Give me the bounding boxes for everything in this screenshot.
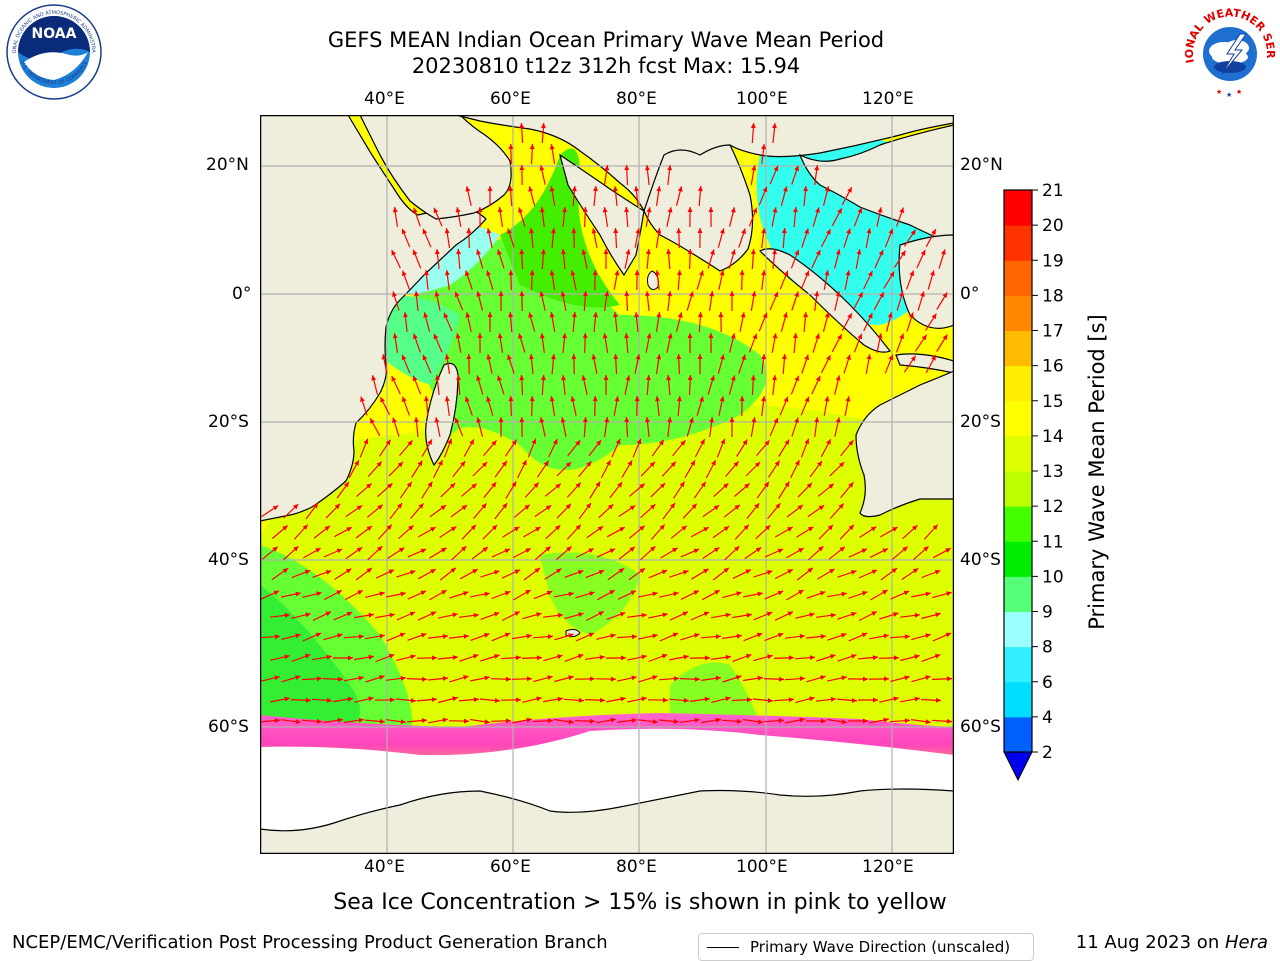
noaa-logo-text: NOAA	[32, 26, 77, 42]
legend-line-swatch	[707, 947, 739, 948]
footer-credit: NCEP/EMC/Verification Post Processing Pr…	[12, 932, 608, 953]
colorbar-tick-label: 10	[1042, 567, 1064, 587]
sea-ice-note: Sea Ice Concentration > 15% is shown in …	[0, 890, 1280, 915]
colorbar-segment	[1004, 576, 1032, 612]
svg-text:★: ★	[1226, 91, 1232, 99]
noaa-logo: NOAA NATIONAL OCEANIC AND ATMOSPHERIC AD…	[4, 4, 104, 100]
map-canvas	[260, 115, 954, 854]
colorbar-segment	[1004, 471, 1032, 507]
plot-title: GEFS MEAN Indian Ocean Primary Wave Mean…	[0, 28, 1212, 52]
lat-label-right-0: 0°	[960, 284, 979, 304]
footer-date: 11 Aug 2023 on Hera	[1076, 932, 1268, 953]
colorbar-segment	[1004, 612, 1032, 648]
lat-label-right-20n: 20°N	[960, 155, 1003, 175]
svg-text:★: ★	[1216, 88, 1222, 96]
footer-host: Hera	[1225, 932, 1268, 953]
lon-label-bottom-60e: 60°E	[490, 857, 531, 877]
colorbar-segment	[1004, 331, 1032, 367]
lon-label-top-100e: 100°E	[736, 89, 788, 109]
colorbar-segment	[1004, 366, 1032, 402]
colorbar-segment	[1004, 225, 1032, 261]
colorbar-extend-arrow	[1004, 752, 1032, 780]
colorbar-tick-label: 17	[1042, 322, 1064, 342]
colorbar-segment	[1004, 436, 1032, 472]
legend-label: Primary Wave Direction (unscaled)	[750, 938, 1010, 956]
footer-date-text: 11 Aug 2023 on	[1076, 932, 1225, 953]
colorbar-label: Primary Wave Mean Period [s]	[1085, 314, 1109, 630]
colorbar-segment	[1004, 260, 1032, 296]
lat-label-left-20s: 20°S	[208, 412, 249, 432]
colorbar-tick-label: 19	[1042, 251, 1064, 271]
lon-label-top-60e: 60°E	[490, 89, 531, 109]
lat-label-left-20n: 20°N	[206, 155, 249, 175]
map-panel: Primary Wave Direction (unscaled)	[260, 115, 954, 854]
colorbar-segment	[1004, 717, 1032, 753]
colorbar-tick-label: 14	[1042, 427, 1064, 447]
colorbar-tick-label: 20	[1042, 216, 1064, 236]
colorbar-tick-label: 21	[1042, 181, 1064, 201]
colorbar-tick-label: 9	[1042, 603, 1053, 623]
colorbar-segment	[1004, 682, 1032, 718]
colorbar-tick-label: 15	[1042, 392, 1064, 412]
nws-logo: NATIONAL WEATHER SERVICE ★ ★ ★	[1180, 4, 1280, 100]
lat-label-left-40s: 40°S	[208, 550, 249, 570]
colorbar: 2 4 6 8 9 10 11 12 13 14 15 16 17 18 19 20 21	[990, 180, 1090, 790]
colorbar-tick-label: 6	[1042, 673, 1053, 693]
colorbar-segment	[1004, 295, 1032, 331]
colorbar-tick-label: 2	[1042, 743, 1053, 763]
colorbar-segment	[1004, 506, 1032, 542]
lon-label-bottom-80e: 80°E	[616, 857, 657, 877]
colorbar-tick-label: 16	[1042, 357, 1064, 377]
lon-label-bottom-100e: 100°E	[736, 857, 788, 877]
lon-label-bottom-40e: 40°E	[364, 857, 405, 877]
lon-label-top-120e: 120°E	[862, 89, 914, 109]
colorbar-tick-label: 18	[1042, 286, 1064, 306]
plot-subtitle: 20230810 t12z 312h fcst Max: 15.94	[0, 54, 1212, 78]
colorbar-tick-label: 13	[1042, 462, 1064, 482]
colorbar-segment	[1004, 190, 1032, 226]
colorbar-tick-label: 8	[1042, 638, 1053, 658]
lat-label-left-0: 0°	[232, 284, 251, 304]
lon-label-bottom-120e: 120°E	[862, 857, 914, 877]
colorbar-tick-label: 4	[1042, 708, 1053, 728]
svg-text:★: ★	[1236, 88, 1242, 96]
colorbar-tick-label: 11	[1042, 532, 1064, 552]
colorbar-segment	[1004, 647, 1032, 683]
colorbar-segment	[1004, 401, 1032, 437]
map-legend: Primary Wave Direction (unscaled)	[698, 933, 1034, 961]
lat-label-left-60s: 60°S	[208, 717, 249, 737]
lon-label-top-80e: 80°E	[616, 89, 657, 109]
colorbar-tick-label: 12	[1042, 497, 1064, 517]
colorbar-segment	[1004, 541, 1032, 577]
lon-label-top-40e: 40°E	[364, 89, 405, 109]
